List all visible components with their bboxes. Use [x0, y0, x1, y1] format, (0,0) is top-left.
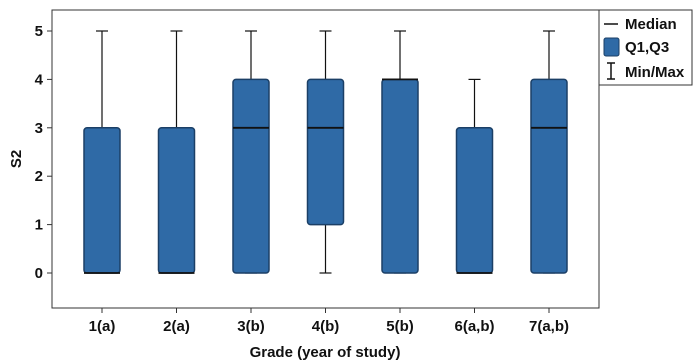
y-tick-label: 4	[35, 71, 44, 88]
box-6(a,b)	[455, 78, 494, 274]
iqr-box	[83, 127, 121, 274]
box-4(b)	[306, 30, 345, 274]
x-tick-label: 3(b)	[237, 318, 265, 335]
y-ticks: 0 1 2 3 4 5	[35, 23, 52, 282]
iqr-box	[306, 78, 345, 226]
x-tick-label: 6(a,b)	[454, 318, 494, 335]
y-tick-label: 3	[35, 120, 43, 137]
y-tick-label: 1	[35, 217, 43, 234]
x-tick-label: 1(a)	[89, 318, 116, 335]
y-tick-label: 0	[35, 265, 43, 282]
x-tick-label: 7(a,b)	[529, 318, 569, 335]
x-ticks: 1(a) 2(a) 3(b) 4(b) 5(b) 6(a,b) 7(a,b)	[89, 308, 569, 335]
x-axis-title: Grade (year of study)	[250, 344, 401, 361]
x-tick-label: 5(b)	[386, 318, 414, 335]
box-5(b)	[381, 30, 419, 274]
iqr-box	[381, 78, 419, 274]
iqr-box	[232, 78, 270, 274]
iqr-box	[455, 127, 494, 274]
legend: Median Q1,Q3 Min/Max	[598, 9, 693, 86]
x-tick-label: 2(a)	[163, 318, 190, 335]
box-1(a)	[83, 30, 121, 274]
iqr-box	[530, 78, 568, 274]
box-2(a)	[157, 30, 196, 274]
iqr-box	[157, 127, 196, 274]
legend-minmax-label: Min/Max	[625, 64, 685, 81]
y-tick-label: 2	[35, 168, 43, 185]
box-7(a,b)	[530, 30, 568, 274]
box-3(b)	[232, 30, 270, 274]
legend-q1q3-swatch	[603, 37, 620, 57]
y-tick-label: 5	[35, 23, 43, 40]
boxes-layer	[83, 30, 568, 274]
x-tick-label: 4(b)	[312, 318, 340, 335]
legend-q1q3-label: Q1,Q3	[625, 39, 669, 56]
legend-median-label: Median	[625, 16, 677, 33]
y-axis-title: S2	[8, 150, 25, 168]
